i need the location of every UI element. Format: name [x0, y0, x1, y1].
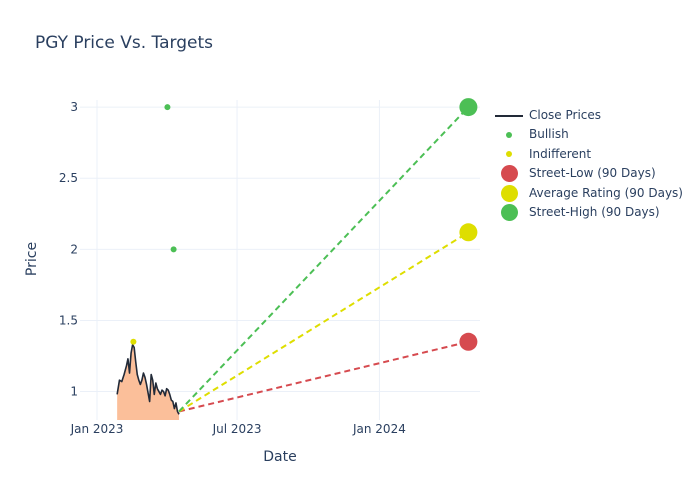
rating-point[interactable] — [170, 246, 177, 253]
x-axis-ticks: Jan 2023 Jul 2023 Jan 2024 — [70, 422, 406, 436]
chart-title: PGY Price Vs. Targets — [35, 33, 213, 53]
rating-point[interactable] — [130, 338, 137, 345]
close-price-area — [117, 344, 180, 420]
y-axis-title: Price — [24, 242, 40, 276]
grid-lines — [80, 100, 480, 420]
target-line — [178, 106, 470, 413]
close-price-line-path — [116, 343, 180, 415]
legend-dot-swatch — [506, 132, 512, 139]
close-price-area-fill — [117, 344, 180, 420]
legend-dot-swatch — [500, 165, 518, 183]
rating-point[interactable] — [164, 104, 171, 111]
legend-item-average-rating[interactable]: Average Rating (90 Days) — [494, 184, 683, 203]
target-line — [178, 231, 469, 413]
legend-label: Indifferent — [529, 146, 592, 161]
target-marker[interactable] — [459, 98, 478, 117]
x-tick-label: Jan 2024 — [352, 422, 406, 436]
legend-dot-swatch — [500, 204, 518, 222]
legend-label: Average Rating (90 Days) — [529, 185, 683, 200]
legend-item-indifferent[interactable]: Indifferent — [494, 145, 683, 164]
x-tick-label: Jan 2023 — [70, 422, 124, 436]
close-price-line — [116, 343, 180, 415]
legend-line-swatch — [495, 115, 523, 118]
legend-label: Street-Low (90 Days) — [529, 166, 656, 181]
y-tick-label: 1.5 — [59, 313, 78, 327]
y-axis-ticks: 1 1.5 2 2.5 3 — [59, 100, 78, 398]
legend-item-close-prices[interactable]: Close Prices — [494, 106, 683, 125]
target-marker[interactable] — [459, 223, 478, 242]
legend-label: Bullish — [529, 127, 569, 142]
y-tick-label: 2.5 — [59, 171, 78, 185]
legend: Close Prices Bullish Indifferent Street-… — [494, 106, 683, 222]
legend-label: Street-High (90 Days) — [529, 204, 660, 219]
legend-item-bullish[interactable]: Bullish — [494, 125, 683, 144]
x-axis-title: Date — [263, 449, 296, 465]
y-tick-label: 3 — [70, 100, 78, 114]
target-line — [178, 340, 469, 413]
y-tick-label: 2 — [70, 242, 78, 256]
legend-dot-swatch — [506, 151, 512, 158]
rating-markers — [130, 98, 478, 351]
target-lines — [178, 106, 470, 413]
legend-label: Close Prices — [529, 108, 602, 122]
legend-dot-swatch — [500, 184, 518, 202]
legend-item-street-low[interactable]: Street-Low (90 Days) — [494, 164, 683, 183]
y-tick-label: 1 — [70, 385, 78, 399]
target-marker[interactable] — [459, 332, 478, 351]
legend-item-street-high[interactable]: Street-High (90 Days) — [494, 203, 683, 222]
x-tick-label: Jul 2023 — [212, 422, 262, 436]
